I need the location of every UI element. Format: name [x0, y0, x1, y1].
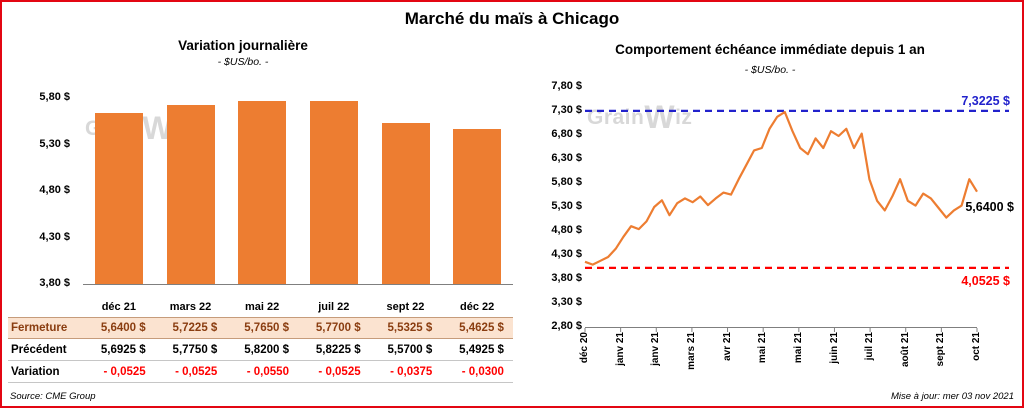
bar-y-tick-label: 4,80 $ [39, 184, 70, 196]
table-value: 5,7700 $ [315, 322, 361, 334]
line-y-tick-label: 5,30 $ [551, 200, 582, 212]
bar-juil 22 [309, 100, 358, 284]
table-row-variation: Variation - 0,0525 - 0,0525 - 0,0550 - 0,052… [8, 361, 513, 383]
line-y-tick-label: 6,30 $ [551, 152, 582, 164]
line-y-tick-label: 2,80 $ [551, 320, 582, 332]
line-x-tick-label: juin 21 [828, 332, 840, 364]
table-value: 5,7225 $ [172, 322, 218, 334]
bar-déc 22 [453, 129, 502, 284]
table-value: 5,7750 $ [172, 343, 218, 356]
contract-month-label: déc 21 [101, 300, 136, 313]
line-x-tick-label: janv 21 [650, 332, 662, 366]
table-value: - 0,0525 [175, 365, 218, 378]
daily-variation-panel: Variation journalière - $US/bo. - 5,80 $… [8, 34, 513, 406]
bar-déc 21 [94, 112, 143, 284]
contract-month-label: mars 22 [169, 300, 212, 313]
front-month-panel: Comportement échéance immédiate depuis 1… [520, 34, 1020, 406]
table-value: - 0,0375 [390, 365, 433, 378]
bar-chart-unit: - $US/bo. - [217, 56, 269, 68]
table-row-close: Fermeture 5,6400 $ 5,7225 $ 5,7650 $ 5,7700 … [8, 317, 513, 339]
line-x-tick-label: mai 21 [757, 332, 769, 364]
year-high-label: 7,3225 $ [961, 94, 1010, 108]
line-x-tick-label: oct 21 [971, 332, 982, 361]
table-value: 5,5325 $ [387, 322, 433, 334]
bar-chart-title: Variation journalière [178, 38, 308, 53]
line-chart-title: Comportement échéance immédiate depuis 1… [615, 42, 925, 57]
line-y-tick-label: 4,80 $ [551, 224, 582, 236]
bar-y-tick-label: 5,30 $ [39, 137, 70, 150]
line-chart-canvas [584, 109, 1009, 332]
line-x-tick-label: août 21 [899, 332, 911, 368]
row-label: Précédent [11, 343, 67, 356]
line-x-tick-label: juil 21 [864, 332, 876, 361]
row-label: Fermeture [11, 322, 68, 334]
table-value: 5,8200 $ [244, 343, 289, 356]
row-label: Variation [11, 365, 60, 378]
bar-y-tick-label: 4,30 $ [39, 230, 70, 243]
table-value: 5,6925 $ [100, 343, 146, 356]
table-value: 5,4625 $ [459, 322, 504, 334]
table-row-previous: Précédent 5,6925 $ 5,7750 $ 5,8200 $ 5,8225 … [8, 339, 513, 361]
table-date-row: déc 21 mars 22 mai 22 juil 22 sept 22 déc 22 [8, 296, 513, 317]
line-y-tick-label: 7,80 $ [551, 80, 582, 92]
table-value: 5,6400 $ [100, 322, 146, 334]
line-y-tick-label: 3,80 $ [551, 272, 582, 284]
contract-month-label: mai 22 [245, 300, 280, 313]
line-x-tick-label: avr 21 [721, 332, 733, 361]
line-chart-unit: - $US/bo. - [744, 64, 796, 76]
line-chart-plot: GrainWiz [584, 88, 1009, 332]
line-x-tick-label: mars 21 [685, 332, 697, 370]
table-value: 5,7650 $ [244, 322, 289, 334]
last-price-label: 5,6400 $ [965, 200, 1014, 214]
line-y-tick-label: 7,30 $ [551, 104, 582, 116]
line-y-tick-label: 5,80 $ [551, 176, 582, 188]
bar-mars 22 [166, 105, 215, 284]
table-value: 5,5700 $ [387, 343, 433, 356]
line-y-tick-label: 4,30 $ [551, 248, 582, 260]
page-title: Marché du maïs à Chicago [404, 9, 620, 28]
bar-chart-plot: GrainWiz [83, 99, 513, 285]
contract-month-label: déc 22 [459, 300, 495, 313]
line-x-tick-label: janv 21 [614, 332, 626, 366]
table-value: - 0,0525 [318, 365, 361, 378]
watermark-w-glyph: W [644, 99, 676, 135]
table-value: 5,8225 $ [315, 343, 361, 356]
update-note: Mise à jour: mer 03 nov 2021 [890, 391, 1014, 402]
source-note: Source: CME Group [10, 391, 96, 402]
bar-sept 22 [381, 122, 430, 284]
bar-y-tick-label: 5,80 $ [39, 91, 70, 103]
bar-mai 22 [238, 101, 287, 284]
line-y-tick-label: 6,80 $ [551, 128, 582, 140]
table-value: - 0,0525 [103, 365, 146, 378]
year-low-label: 4,0525 $ [961, 274, 1010, 288]
contract-month-label: sept 22 [386, 300, 425, 313]
line-x-tick-label: sept 21 [935, 332, 947, 367]
table-value: 5,4925 $ [459, 343, 504, 356]
table-value: - 0,0300 [461, 365, 504, 378]
table-value: - 0,0550 [246, 365, 289, 378]
futures-quote-table: déc 21 mars 22 mai 22 juil 22 sept 22 déc 22 F… [8, 296, 513, 383]
price-line [584, 110, 978, 266]
line-x-tick-label: déc 20 [579, 332, 590, 364]
bar-y-tick-label: 3,80 $ [39, 277, 70, 289]
line-x-tick-label: mai 21 [792, 332, 804, 364]
line-y-tick-label: 3,30 $ [551, 296, 582, 308]
contract-month-label: juil 22 [318, 300, 350, 313]
